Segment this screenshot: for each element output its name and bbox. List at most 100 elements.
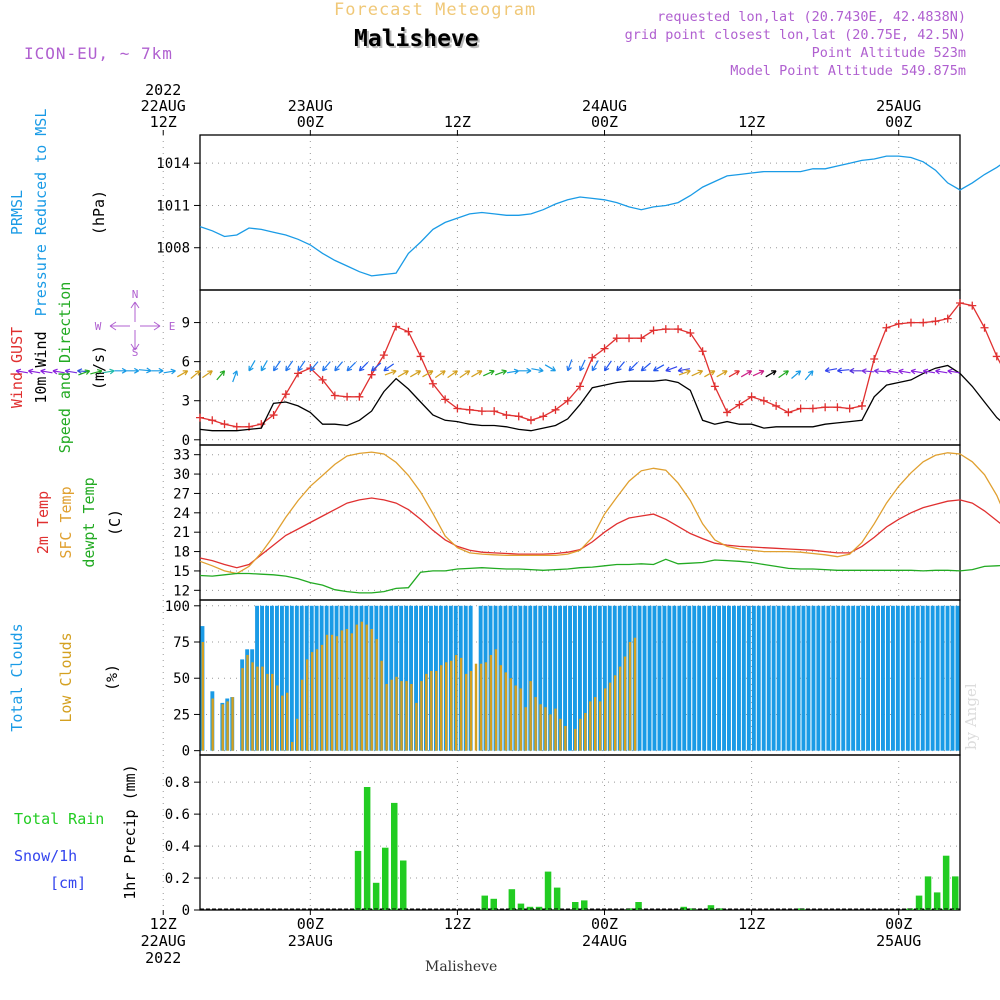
gust-marker (563, 396, 572, 405)
gust-marker (576, 382, 584, 391)
y-tick-label: 0.4 (165, 839, 190, 855)
wind-direction-arrow (922, 368, 936, 375)
total-cloud-bar (682, 605, 687, 751)
gust-marker (735, 400, 744, 409)
gust-marker (759, 396, 768, 405)
total-cloud-bar (553, 605, 558, 751)
low-cloud-bar (464, 673, 468, 751)
wind-direction-arrow (177, 370, 189, 378)
low-cloud-bar (425, 673, 428, 751)
bottom-time-label: 12Z (738, 915, 765, 933)
wind-direction-arrow (752, 369, 765, 377)
wind-direction-arrow (248, 360, 256, 372)
wind-direction-arrow (716, 370, 728, 378)
gust-marker (882, 323, 891, 332)
total-cloud-bar (289, 605, 294, 751)
low-cloud-bar (330, 634, 334, 751)
low-cloud-bar (420, 681, 423, 751)
wind-direction-arrow (691, 369, 704, 377)
total-cloud-bar (672, 605, 677, 751)
low-cloud-bar (474, 663, 478, 751)
wind-direction-arrow (297, 360, 306, 372)
wind-direction-arrow (886, 368, 899, 375)
side-label-clouds: Total Clouds (8, 623, 26, 731)
wind-direction-arrow (665, 366, 678, 373)
wind-direction-arrow (506, 368, 520, 375)
wind-direction-arrow (90, 369, 103, 375)
low-cloud-bar (514, 685, 517, 751)
wind-direction-arrow (531, 367, 544, 373)
low-cloud-bar (499, 665, 502, 751)
total-cloud-bar (597, 605, 602, 751)
low-cloud-bar (355, 624, 358, 751)
total-cloud-bar (826, 605, 831, 751)
gust-marker (845, 404, 854, 413)
low-cloud-bar (633, 637, 637, 751)
panel-clouds: 0 25 50 75 100 (162, 599, 961, 760)
low-cloud-bar (608, 682, 612, 751)
total-cloud-bar (642, 605, 647, 751)
low-cloud-bar (395, 676, 398, 751)
wind-direction-arrow (163, 368, 176, 375)
wind-direction-arrow (384, 369, 397, 376)
low-cloud-bar (345, 629, 349, 751)
gust-marker (330, 391, 339, 400)
gust-marker (526, 416, 535, 425)
total-cloud-bar (741, 605, 746, 751)
low-cloud-bar (251, 662, 254, 751)
total-cloud-bar (900, 605, 905, 751)
wind-direction-arrow (216, 370, 226, 381)
wind-direction-arrow (678, 369, 691, 376)
low-cloud-bar (544, 707, 547, 751)
total-cloud-bar (399, 605, 404, 751)
side-label-wind: 10m Wind (32, 331, 50, 403)
gust-marker (943, 314, 952, 323)
total-cloud-bar (284, 605, 289, 751)
y-tick-label: 3 (182, 394, 190, 410)
side-label-pressure: (hPa) (90, 190, 108, 235)
wind-direction-arrow (371, 362, 382, 372)
rain-bar (915, 895, 923, 910)
gust-marker (490, 407, 499, 416)
y-tick-label: 0.2 (165, 871, 190, 887)
gust-marker (416, 352, 425, 361)
low-cloud-bar (564, 726, 567, 751)
low-cloud-bar (256, 666, 259, 751)
low-cloud-bar (534, 697, 537, 751)
bottom-time-label: 23AUG (288, 932, 333, 950)
gust-marker (833, 403, 842, 412)
side-label-temperature: dewpt Temp (80, 477, 98, 567)
low-cloud-bar (469, 671, 473, 751)
y-tick-label: 18 (173, 545, 190, 561)
gust-marker (894, 319, 903, 328)
y-tick-label: 1014 (156, 156, 190, 172)
total-cloud-bar (746, 605, 751, 751)
total-cloud-bar (920, 605, 925, 751)
low-cloud-bar (489, 655, 493, 751)
wind-direction-arrow (40, 368, 53, 375)
top-time-label: 22AUG (141, 97, 186, 115)
wind-direction-arrow (791, 370, 802, 379)
wind-direction-arrow (422, 370, 434, 378)
total-cloud-bar (662, 605, 667, 751)
top-time-label: 12Z (738, 113, 765, 131)
rain-bar (481, 895, 488, 910)
low-cloud-bar (340, 630, 344, 751)
compass-arrows (109, 301, 161, 351)
total-cloud-bar (791, 605, 796, 751)
low-cloud-bar (549, 714, 552, 751)
gust-marker (649, 326, 658, 335)
wind-direction-arrow (260, 360, 268, 372)
total-cloud-bar (389, 605, 394, 751)
rain-bar (933, 892, 941, 910)
total-cloud-bar (836, 605, 841, 751)
panel-precip: 0 0.2 0.4 0.6 0.8 (162, 754, 961, 919)
gust-marker (318, 375, 327, 384)
wind-direction-arrow (309, 361, 319, 372)
total-cloud-bar (707, 605, 712, 751)
wind-direction-arrow (652, 364, 665, 372)
wind-direction-arrow (804, 370, 814, 381)
bottom-time-label: 00Z (591, 915, 618, 933)
series-temperature-sfc (199, 451, 1000, 575)
gust-marker (661, 325, 670, 334)
